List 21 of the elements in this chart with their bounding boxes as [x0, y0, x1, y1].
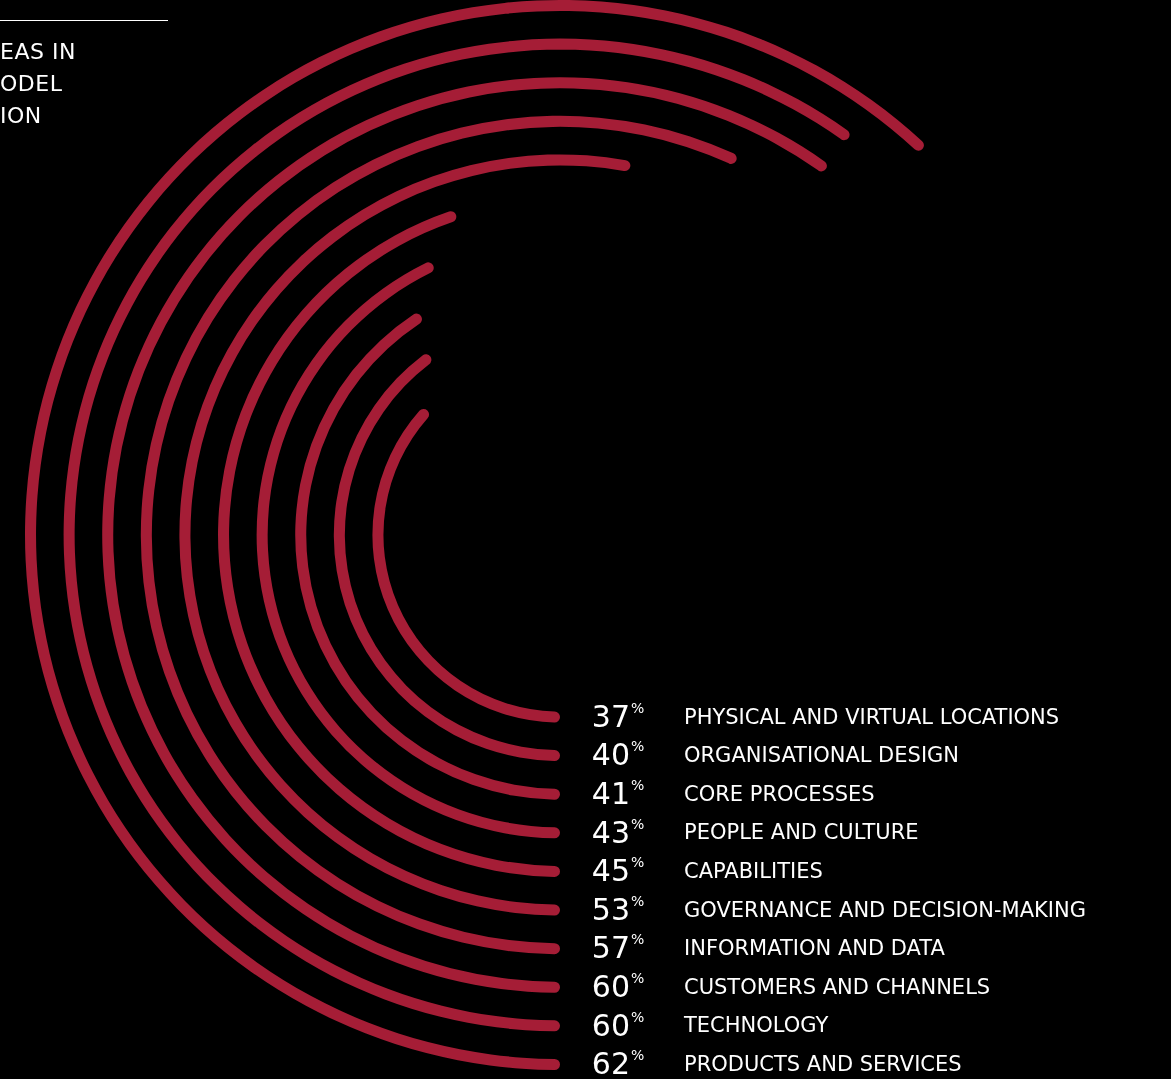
category-label: PEOPLE AND CULTURE: [684, 820, 919, 845]
category-label: GOVERNANCE AND DECISION-MAKING: [684, 897, 1087, 922]
category-label: PHYSICAL AND VIRTUAL LOCATIONS: [684, 704, 1060, 729]
category-label: ORGANISATIONAL DESIGN: [684, 743, 960, 768]
data-label: 43%: [591, 814, 645, 850]
data-label: 41%: [591, 776, 645, 812]
data-label: 45%: [591, 853, 645, 889]
category-label: PRODUCTS AND SERVICES: [684, 1051, 962, 1076]
category-label: TECHNOLOGY: [683, 1013, 829, 1038]
data-label: 40%: [591, 737, 645, 773]
text: EAS IN ODEL ION: [0, 38, 76, 130]
data-label: 53%: [591, 891, 645, 927]
data-label: 37%: [591, 698, 645, 734]
data-label: 62%: [591, 1046, 645, 1079]
data-label: 57%: [591, 930, 645, 966]
data-label: 60%: [591, 1007, 645, 1043]
category-label: CUSTOMERS AND CHANNELS: [684, 974, 991, 999]
category-label: INFORMATION AND DATA: [684, 936, 946, 961]
category-label: CAPABILITIES: [684, 858, 823, 883]
data-label: 60%: [591, 969, 645, 1005]
category-label: CORE PROCESSES: [684, 781, 875, 806]
